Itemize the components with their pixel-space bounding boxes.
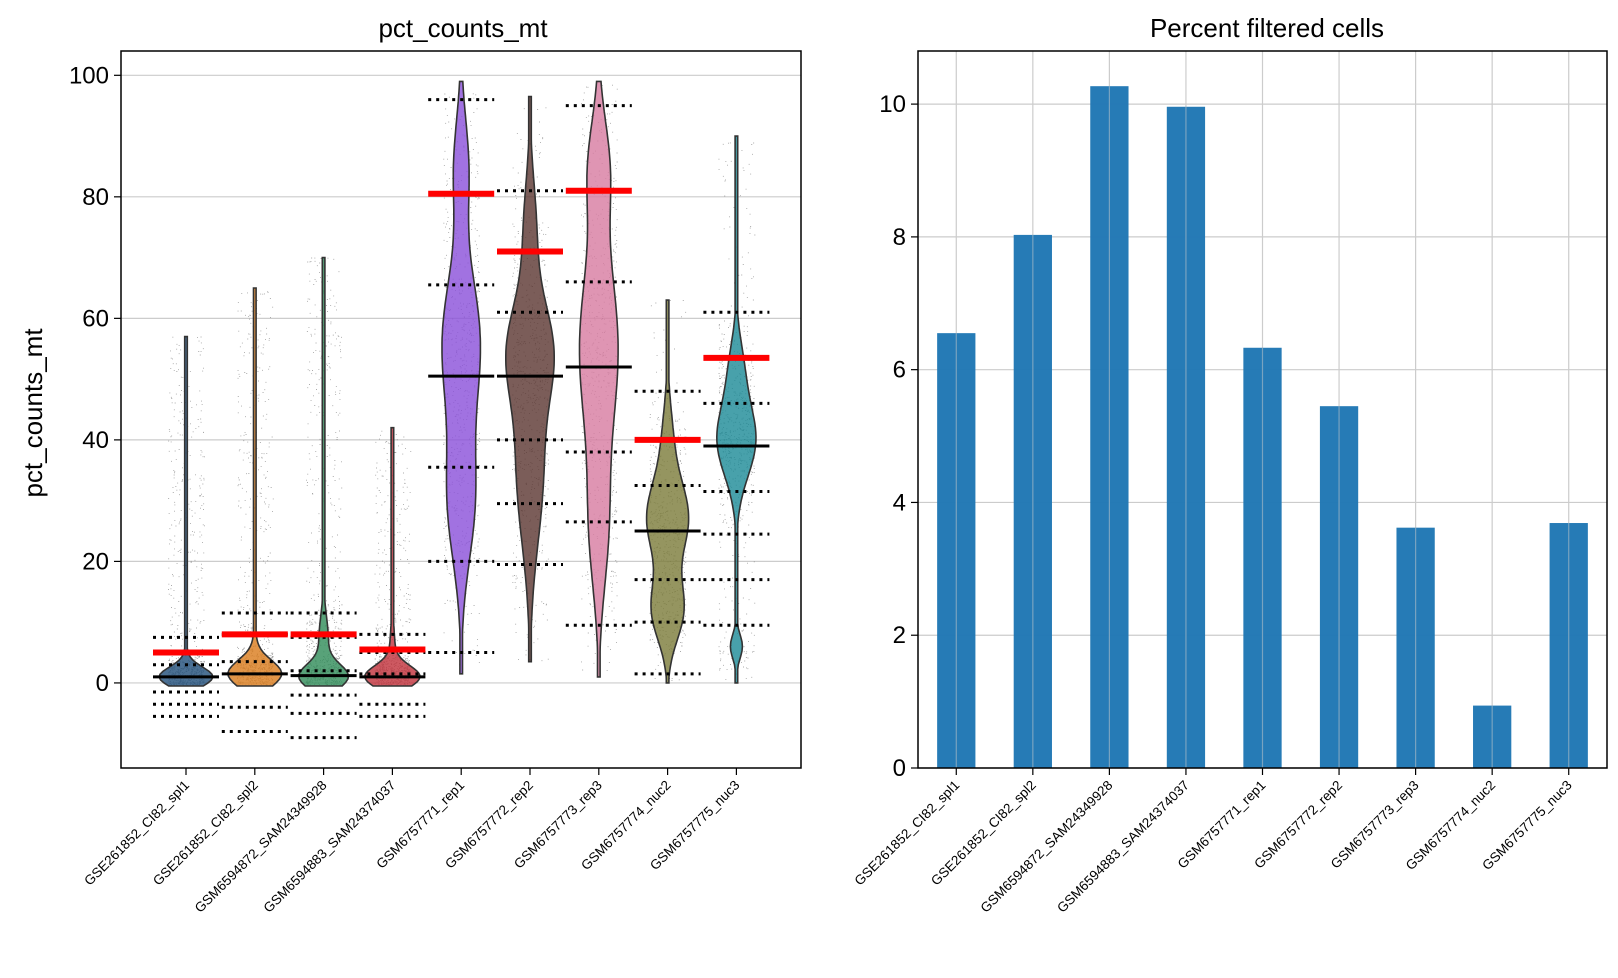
bar-y-tick-label: 0 bbox=[893, 755, 906, 782]
violin-y-tick-label: 100 bbox=[69, 62, 109, 89]
violin-y-tick-label: 20 bbox=[82, 548, 109, 575]
violin-body bbox=[505, 95, 555, 663]
violin-body bbox=[158, 335, 214, 687]
violin-gsm6594883-sam24374037 bbox=[359, 426, 426, 718]
violin-gsm6757771-rep1 bbox=[428, 80, 495, 675]
violin-body bbox=[297, 256, 350, 687]
violin-y-axis-label: pct_counts_mt bbox=[18, 328, 48, 498]
violin-y-tick-label: 0 bbox=[96, 670, 109, 697]
bar-y-tick-label: 6 bbox=[893, 357, 906, 384]
violin-body bbox=[227, 287, 283, 687]
violin-y-tick-label: 80 bbox=[82, 184, 109, 211]
violin-body bbox=[645, 299, 690, 684]
violin-gsm6757774-nuc2 bbox=[634, 299, 701, 684]
bar-y-ticks: 0 2 4 6 8 10 bbox=[879, 91, 918, 782]
violin-body bbox=[715, 135, 757, 684]
bar-title: Percent filtered cells bbox=[1150, 13, 1384, 43]
violin-y-ticks: 0 20 40 60 80 100 bbox=[69, 62, 121, 697]
bar-y-tick-label: 4 bbox=[893, 489, 906, 516]
violin-body bbox=[364, 426, 421, 687]
bar-plot-area bbox=[937, 86, 1588, 769]
violin-gse261852-ci82-spl1 bbox=[153, 335, 219, 718]
violin-title: pct_counts_mt bbox=[378, 13, 548, 43]
violin-y-tick-label: 60 bbox=[82, 305, 109, 332]
violin-gsm6757775-nuc3 bbox=[703, 135, 770, 684]
violin-gsm6594872-sam24349928 bbox=[290, 256, 357, 740]
bar-axes-frame bbox=[917, 50, 1608, 769]
violin-gsm6757773-rep3 bbox=[565, 80, 632, 678]
violin-y-tick-label: 40 bbox=[82, 427, 109, 454]
violin-gsm6757772-rep2 bbox=[497, 95, 563, 663]
violin-body bbox=[578, 80, 619, 678]
violin-body bbox=[441, 80, 482, 675]
violin-axes-frame bbox=[120, 50, 802, 769]
bar-y-tick-label: 8 bbox=[893, 224, 906, 251]
violin-plot-area bbox=[153, 80, 770, 740]
violin-gse261852-ci82-spl2 bbox=[221, 287, 288, 734]
bar-y-tick-label: 2 bbox=[893, 622, 906, 649]
bar-y-tick-label: 10 bbox=[879, 91, 906, 118]
